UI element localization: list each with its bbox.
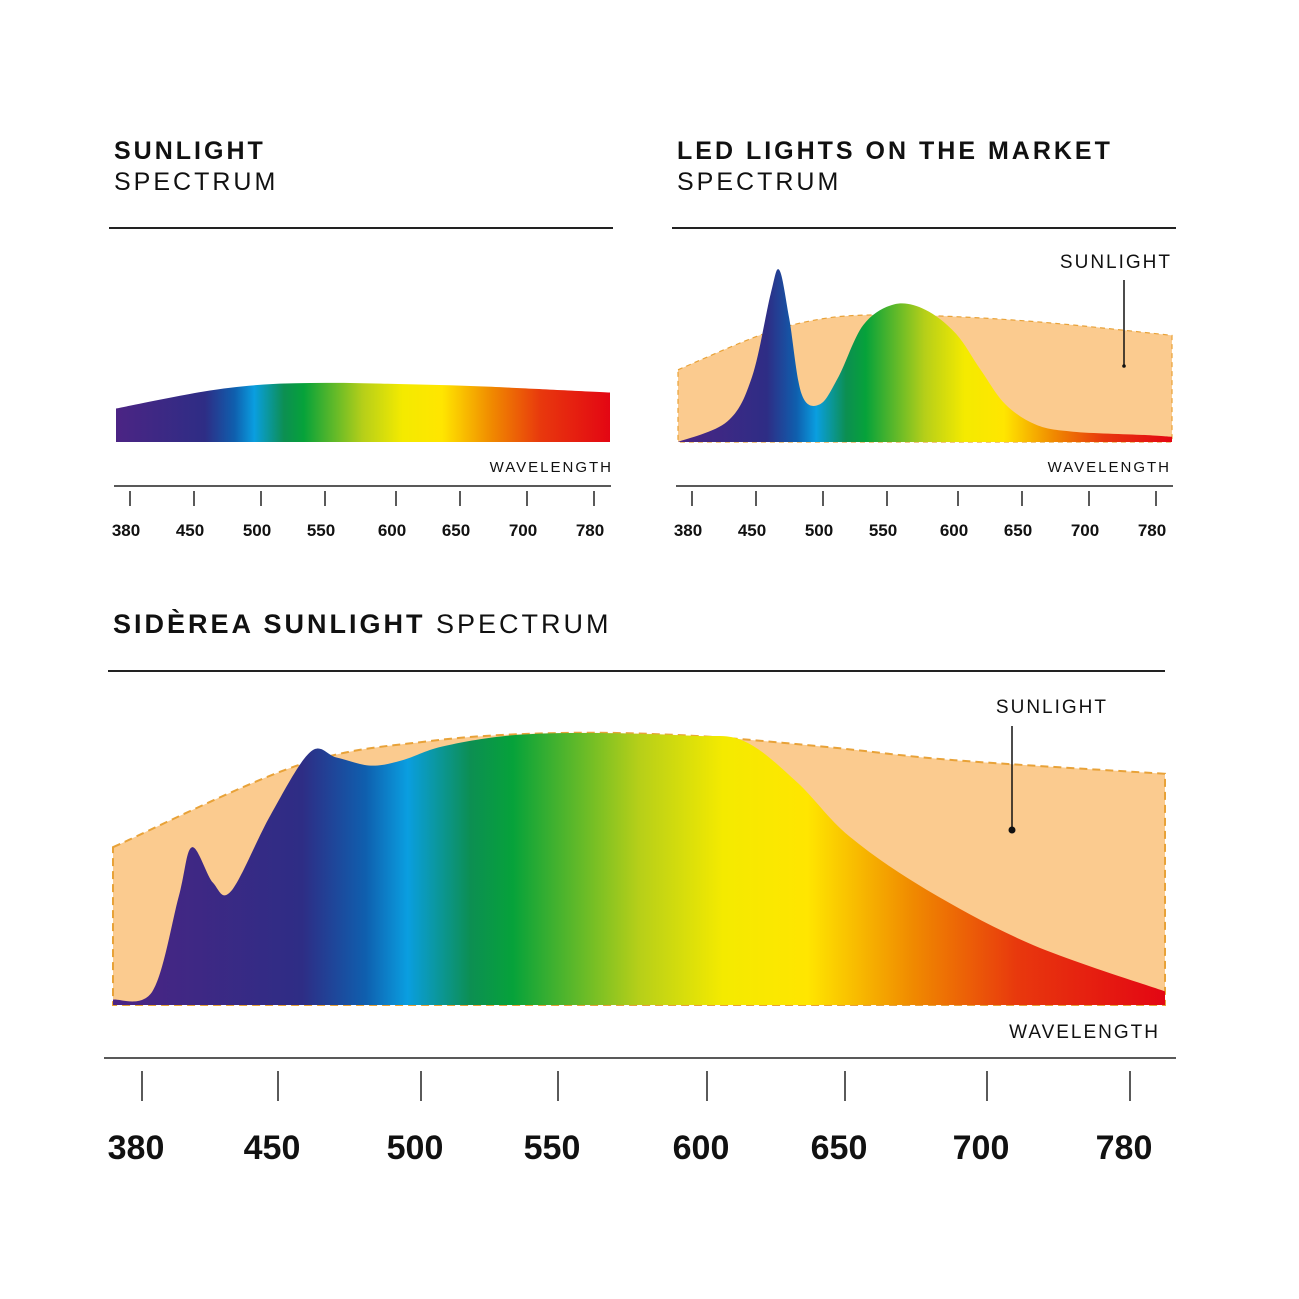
x-tick-label: 500	[243, 521, 271, 540]
x-tick-label: 650	[1004, 521, 1032, 540]
x-tick-label: 550	[869, 521, 897, 540]
chart-svg: SUNLIGHT WAVELENGTH 380 450 500 550 600 650 700 7…	[104, 697, 1176, 1167]
x-tick-label: 780	[576, 521, 604, 540]
x-tick-label: 600	[673, 1129, 730, 1167]
x-axis-label: WAVELENGTH	[1009, 1022, 1160, 1043]
led-title-rule	[672, 227, 1176, 229]
x-tick-label: 380	[674, 521, 702, 540]
x-tick-label: 450	[176, 521, 204, 540]
sunlight-title: SUNLIGHT SPECTRUM	[114, 136, 278, 198]
x-tick-label: 500	[387, 1129, 444, 1167]
x-tick-label: 700	[1071, 521, 1099, 540]
spectrum-area	[113, 733, 1165, 1005]
x-tick-label: 450	[738, 521, 766, 540]
x-tick-label: 600	[940, 521, 968, 540]
x-axis-label: WAVELENGTH	[1048, 459, 1171, 476]
x-tick-label: 650	[442, 521, 470, 540]
x-tick-label: 700	[509, 521, 537, 540]
spectrum-area	[678, 269, 1172, 442]
x-axis-label: WAVELENGTH	[490, 459, 613, 476]
x-tick-label: 780	[1096, 1129, 1153, 1167]
led-chart: SUNLIGHT WAVELENGTH 380 450 500 550 600 650 700 7…	[672, 240, 1177, 550]
sunlight-annotation-label: SUNLIGHT	[996, 697, 1108, 718]
x-tick-label: 600	[378, 521, 406, 540]
siderea-chart: SUNLIGHT WAVELENGTH 380 450 500 550 600 650 700 7…	[100, 680, 1180, 1180]
sunlight-annotation-dot	[1122, 364, 1126, 368]
siderea-title: SIDÈREA SUNLIGHT SPECTRUM	[113, 609, 612, 640]
sunlight-title-bold: SUNLIGHT	[114, 137, 266, 165]
siderea-title-bold: SIDÈREA SUNLIGHT	[113, 609, 426, 639]
led-title: LED LIGHTS ON THE MARKET SPECTRUM	[677, 136, 1113, 198]
x-tick-label: 380	[112, 521, 140, 540]
led-title-bold: LED LIGHTS ON THE MARKET	[677, 137, 1113, 165]
x-tick-label: 500	[805, 521, 833, 540]
x-tick-label: 700	[953, 1129, 1010, 1167]
x-tick-label: 380	[108, 1129, 165, 1167]
spectrum-area	[116, 382, 610, 442]
chart-svg: SUNLIGHT WAVELENGTH 380 450 500 550 600 650 700 7…	[674, 252, 1173, 540]
sunlight-title-rule	[109, 227, 613, 229]
x-tick-label: 450	[244, 1129, 301, 1167]
x-tick-label: 650	[811, 1129, 868, 1167]
sunlight-chart: WAVELENGTH 380 450 500 550 600 650 700 780	[110, 240, 615, 550]
x-tick-label: 780	[1138, 521, 1166, 540]
siderea-title-rule	[108, 670, 1165, 672]
led-title-light: SPECTRUM	[677, 168, 842, 196]
chart-svg: WAVELENGTH 380 450 500 550 600 650 700 780	[112, 382, 613, 540]
x-tick-label: 550	[524, 1129, 581, 1167]
siderea-title-light: SPECTRUM	[436, 609, 612, 639]
sunlight-annotation-dot	[1008, 826, 1016, 834]
sunlight-annotation-label: SUNLIGHT	[1060, 252, 1172, 273]
sunlight-title-light: SPECTRUM	[114, 168, 279, 196]
x-tick-label: 550	[307, 521, 335, 540]
